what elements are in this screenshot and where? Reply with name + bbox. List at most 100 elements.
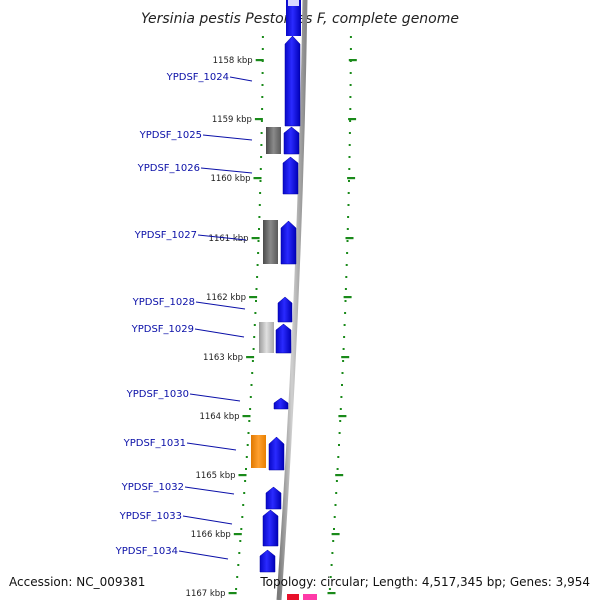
track-dot <box>247 432 250 434</box>
track-dot <box>335 492 338 494</box>
track-dot <box>245 456 248 458</box>
track-dot <box>235 588 238 590</box>
kbp-tick-outer <box>331 533 340 536</box>
track-dot <box>261 84 264 86</box>
track-dot <box>241 516 244 518</box>
gene-label-leader <box>182 515 233 525</box>
kbp-tick-inner <box>246 356 255 359</box>
track-dot <box>261 96 264 98</box>
gene-label: YPDSF_1032 <box>121 482 184 493</box>
gene-arrow <box>284 35 301 127</box>
gene-label: YPDSF_1028 <box>132 297 195 308</box>
track-dot <box>253 324 256 326</box>
track-dot <box>334 504 337 506</box>
track-dot <box>349 84 352 86</box>
gene-arrow-continued <box>286 0 301 36</box>
track-dot <box>253 336 256 338</box>
track-dot <box>346 228 349 230</box>
gene-features <box>251 0 301 573</box>
track-dot <box>346 252 349 254</box>
kbp-tick-label: 1163 kbp <box>203 353 243 363</box>
track-dot <box>349 108 352 110</box>
track-dot <box>347 216 350 218</box>
track-dot <box>333 528 335 530</box>
kbp-tick-inner <box>228 592 237 595</box>
track-dot <box>244 480 247 482</box>
track-dot <box>332 540 335 542</box>
gene-arrow <box>277 296 293 323</box>
kbp-tick-inner <box>249 296 258 299</box>
track-dot <box>330 564 333 566</box>
track-dot <box>333 516 336 518</box>
genome-backbone <box>276 0 308 601</box>
track-dot <box>347 192 350 194</box>
kbp-ticks: 1158 kbp 1159 kbp 1160 kbp 1161 kbp 1162 kbp… <box>186 56 357 599</box>
gene-arrow <box>262 509 279 547</box>
gene-label-leader <box>189 393 241 402</box>
kbp-tick-outer <box>343 296 352 299</box>
kbp-tick-inner <box>251 237 260 240</box>
track-dot <box>339 420 342 422</box>
track-dot <box>337 456 340 458</box>
track-dot <box>348 156 351 158</box>
gene-label: YPDSF_1024 <box>166 72 229 83</box>
feature-gray <box>266 127 281 154</box>
gene-label-leader <box>202 134 253 141</box>
track-dot <box>258 216 261 218</box>
track-dot <box>260 144 263 146</box>
track-dot <box>246 444 249 446</box>
track-dot <box>260 156 263 158</box>
track-dot <box>335 480 338 482</box>
track-dot <box>345 264 348 266</box>
kbp-tick-inner <box>238 474 247 477</box>
track-dot <box>261 108 264 110</box>
kbp-tick-outer <box>348 59 357 62</box>
kbp-tick-inner <box>253 177 262 180</box>
gene-label-leader <box>200 167 253 174</box>
kbp-tick-label: 1161 kbp <box>209 234 249 244</box>
track-dot <box>255 300 257 302</box>
gene-label: YPDSF_1026 <box>137 163 200 174</box>
gene-arrow <box>282 156 299 195</box>
track-dot <box>261 72 264 74</box>
track-dot <box>240 528 243 530</box>
kbp-tick-label: 1159 kbp <box>212 115 252 125</box>
kbp-tick-label: 1160 kbp <box>210 174 250 184</box>
track-dot <box>256 264 259 266</box>
gene-arrow <box>265 486 282 510</box>
track-dot <box>341 384 343 386</box>
track-dot <box>344 288 347 290</box>
kbp-tick-label: 1166 kbp <box>191 530 231 540</box>
track-dot <box>248 420 251 422</box>
track-dot <box>259 168 262 170</box>
kbp-tick-outer <box>341 356 350 359</box>
kbp-tick-outer <box>335 474 344 477</box>
kbp-tick-inner <box>254 118 263 121</box>
track-dot <box>239 540 242 542</box>
feature-orange <box>251 435 266 468</box>
track-dot <box>340 396 343 398</box>
track-dot <box>257 252 260 254</box>
track-dot <box>331 552 334 554</box>
kbp-tick-outer <box>348 118 357 121</box>
genome-summary-label: Topology: circular; Length: 4,517,345 bp… <box>259 575 590 589</box>
track-dot <box>349 96 352 98</box>
gene-arrow <box>268 436 285 471</box>
track-dot <box>257 240 260 242</box>
track-dot <box>250 384 253 386</box>
gene-label: YPDSF_1033 <box>119 511 182 522</box>
gene-arrow-highlight <box>288 0 299 6</box>
track-dot <box>349 36 352 38</box>
inner-dotted-track <box>235 36 264 590</box>
track-dot <box>339 408 342 410</box>
track-dot <box>260 132 263 134</box>
track-dot <box>249 408 252 410</box>
gene-label-leader <box>229 76 253 82</box>
track-dot <box>238 552 241 554</box>
gene-arrow <box>273 397 289 410</box>
kbp-tick-outer <box>345 237 354 240</box>
track-dot <box>349 72 352 74</box>
kbp-tick-inner <box>233 533 242 536</box>
track-dot <box>251 372 254 374</box>
